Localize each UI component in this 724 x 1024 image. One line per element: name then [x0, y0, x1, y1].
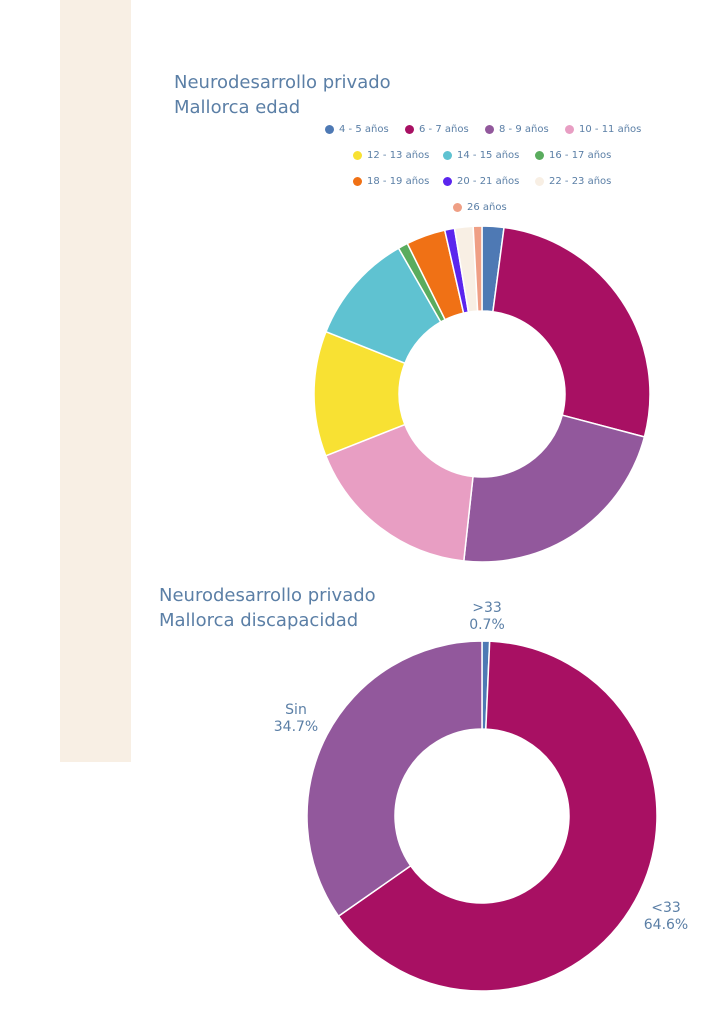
legend-label: 8 - 9 años: [499, 124, 549, 135]
slice-label-over-33-percent: 0.7%: [469, 617, 505, 633]
disability-chart-title: Neurodesarrollo privado Mallorca discapa…: [159, 583, 376, 633]
legend-swatch: [485, 125, 494, 134]
legend-item-26-a-os: 26 años: [453, 202, 507, 213]
slice-sin: [306, 640, 483, 918]
slice-10-11-a-os: [324, 423, 474, 562]
legend-label: 14 - 15 años: [457, 150, 520, 161]
legend-swatch: [535, 151, 544, 160]
legend-label: 16 - 17 años: [549, 150, 612, 161]
legend-label: 4 - 5 años: [339, 124, 389, 135]
legend-label: 22 - 23 años: [549, 176, 612, 187]
slice-label-over-33-name: >33: [472, 600, 502, 616]
disability-chart-title-line-2: Mallorca discapacidad: [159, 610, 359, 631]
legend-swatch: [443, 177, 452, 186]
legend-swatch: [443, 151, 452, 160]
age-chart-title-line-2: Mallorca edad: [174, 97, 301, 118]
legend-swatch: [353, 177, 362, 186]
legend-item-18-19-a-os: 18 - 19 años: [353, 176, 429, 187]
slice-label-over-33: >33 0.7%: [462, 600, 512, 634]
legend-label: 20 - 21 años: [457, 176, 520, 187]
slice-label-sin: Sin 34.7%: [266, 702, 326, 736]
legend-item-14-15-a-os: 14 - 15 años: [443, 150, 519, 161]
age-chart-title: Neurodesarrollo privado Mallorca edad: [174, 70, 391, 120]
legend-item-8-9-a-os: 8 - 9 años: [485, 124, 549, 135]
slice-label-under-33-percent: 64.6%: [643, 917, 689, 933]
slice-33: [337, 640, 658, 992]
legend-label: 26 años: [467, 202, 507, 213]
legend-label: 18 - 19 años: [367, 176, 430, 187]
legend-swatch: [565, 125, 574, 134]
legend-swatch: [325, 125, 334, 134]
legend-item-20-21-a-os: 20 - 21 años: [443, 176, 519, 187]
legend-swatch: [535, 177, 544, 186]
legend-item-16-17-a-os: 16 - 17 años: [535, 150, 611, 161]
slice-26-a-os: [472, 225, 483, 312]
legend-label: 12 - 13 años: [367, 150, 430, 161]
slice-label-under-33-name: <33: [651, 900, 681, 916]
legend-label: 6 - 7 años: [419, 124, 469, 135]
legend-item-22-23-a-os: 22 - 23 años: [535, 176, 611, 187]
slice-label-sin-percent: 34.7%: [273, 719, 319, 735]
legend-item-6-7-a-os: 6 - 7 años: [405, 124, 469, 135]
slice-label-under-33: <33 64.6%: [636, 900, 696, 934]
slice-8-9-a-os: [462, 414, 646, 563]
legend-label: 10 - 11 años: [579, 124, 642, 135]
legend-swatch: [405, 125, 414, 134]
slice-label-sin-name: Sin: [285, 702, 307, 718]
slice-6-7-a-os: [492, 226, 651, 438]
legend-item-10-11-a-os: 10 - 11 años: [565, 124, 641, 135]
legend-swatch: [353, 151, 362, 160]
legend-item-12-13-a-os: 12 - 13 años: [353, 150, 429, 161]
legend-swatch: [453, 203, 462, 212]
age-chart-legend: 4 - 5 años 6 - 7 años 8 - 9 años 10 - 11 añ…: [300, 124, 660, 219]
age-chart-title-line-1: Neurodesarrollo privado: [174, 72, 391, 93]
legend-item-4-5-a-os: 4 - 5 años: [325, 124, 389, 135]
side-decor-band: [60, 0, 131, 762]
disability-chart-title-line-1: Neurodesarrollo privado: [159, 585, 376, 606]
